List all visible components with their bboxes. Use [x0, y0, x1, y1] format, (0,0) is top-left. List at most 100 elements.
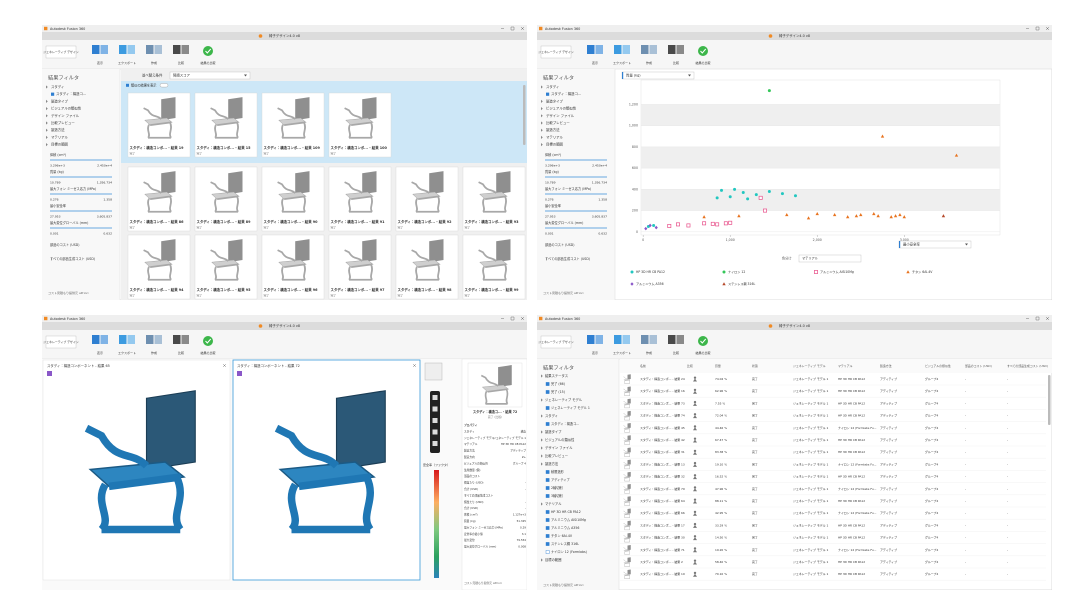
column-header[interactable]: ジェネレーティブ モデル — [793, 363, 826, 368]
tool-icon[interactable] — [173, 45, 181, 54]
data-point[interactable] — [906, 270, 910, 274]
filter-item[interactable]: ビジュアルの類似性 — [546, 106, 577, 111]
result-tile[interactable] — [395, 166, 459, 232]
label[interactable]: 比較 — [673, 350, 679, 355]
tool-icon[interactable] — [595, 45, 604, 54]
filter-item[interactable]: アルミニウム A356 — [551, 525, 579, 530]
label[interactable]: 結果の比較 — [695, 60, 710, 65]
result-tile[interactable] — [194, 234, 258, 300]
data-point[interactable] — [728, 195, 732, 199]
label[interactable]: マテリアル — [802, 256, 819, 261]
data-point[interactable] — [814, 270, 818, 274]
filter-item[interactable]: HP 3D HR CB PA12 — [551, 510, 581, 514]
result-tile[interactable] — [127, 92, 191, 158]
filter-item[interactable]: 比較プレビュー — [546, 120, 570, 125]
filter-item[interactable]: 3軸切削 — [551, 493, 563, 498]
data-point[interactable] — [720, 188, 724, 192]
tool-icon[interactable] — [146, 335, 154, 344]
label[interactable]: 表示 — [97, 350, 103, 355]
data-point[interactable] — [898, 213, 902, 217]
tile-name[interactable]: スタディ：構造コンポ... - 結果 95 — [197, 287, 252, 292]
tool-icon[interactable] — [622, 45, 631, 54]
result-tile[interactable] — [462, 166, 526, 232]
tool-icon[interactable] — [146, 45, 154, 54]
window-controls[interactable] — [1026, 26, 1050, 31]
tile-name[interactable]: スタディ：構造コンポ... - 結果 100 — [331, 145, 388, 150]
compare-icon[interactable] — [693, 486, 697, 492]
label[interactable]: 結果の比較 — [200, 350, 215, 355]
result-tile[interactable] — [261, 166, 325, 232]
nav-button[interactable] — [432, 418, 438, 423]
compare-icon[interactable] — [693, 510, 697, 516]
data-point[interactable] — [686, 223, 691, 228]
tool-icon[interactable] — [119, 45, 127, 54]
window-controls[interactable] — [501, 26, 525, 31]
label[interactable]: エクスポート — [613, 60, 631, 65]
filter-item[interactable]: デザイン ファイル — [546, 113, 575, 118]
tool-icon[interactable] — [181, 45, 190, 54]
filter-item[interactable]: スタディ：構造コ... — [551, 421, 579, 426]
label[interactable]: 作成 — [151, 60, 157, 65]
data-point[interactable] — [767, 189, 771, 193]
tool-icon[interactable] — [614, 45, 622, 54]
checkbox[interactable] — [545, 390, 550, 394]
tool-icon[interactable] — [154, 45, 163, 54]
filter-item[interactable]: デザイン ファイル — [51, 113, 80, 118]
data-point[interactable] — [872, 211, 876, 216]
label[interactable]: ジェネレーティブ デザイン — [43, 49, 79, 54]
filter-group[interactable]: ビジュアルの類似性 — [545, 437, 575, 442]
checkbox[interactable] — [545, 478, 550, 482]
data-point[interactable] — [733, 187, 737, 191]
checkbox[interactable] — [545, 470, 550, 474]
tile-name[interactable]: スタディ：構造コンポ... - 結果 97 — [331, 287, 386, 292]
tool-icon[interactable] — [127, 335, 136, 344]
filter-item[interactable]: マテリアル — [51, 134, 69, 139]
tool-icon[interactable] — [698, 46, 708, 56]
filter-item[interactable]: 完了 (15) — [551, 389, 565, 394]
label[interactable]: 作成 — [646, 350, 652, 355]
tool-icon[interactable] — [676, 335, 685, 344]
data-point[interactable] — [758, 195, 763, 200]
compare-icon[interactable] — [693, 461, 697, 467]
tool-icon[interactable] — [676, 45, 685, 54]
compare-icon[interactable] — [693, 547, 697, 553]
tool-icon[interactable] — [614, 335, 622, 344]
label[interactable]: エクスポート — [118, 350, 136, 355]
tile-name[interactable]: スタディ：構造コンポ... - 結果 86 — [130, 219, 185, 224]
compare-icon[interactable] — [693, 437, 697, 443]
compare-icon[interactable] — [693, 535, 697, 541]
filter-group[interactable]: 目標の範囲 — [545, 557, 562, 562]
label[interactable]: 結果の比較 — [695, 350, 710, 355]
tool-icon[interactable] — [203, 46, 213, 56]
nav-button[interactable] — [432, 441, 438, 446]
tool-icon[interactable] — [668, 45, 676, 54]
tile-name[interactable]: スタディ：構造コンポ... - 結果 90 — [264, 219, 319, 224]
compare-icon[interactable] — [693, 413, 697, 419]
data-point[interactable] — [902, 215, 906, 219]
label[interactable]: 比較 — [178, 350, 184, 355]
filter-group[interactable]: デザイン ファイル — [545, 445, 573, 450]
filter-group[interactable]: 製造タイプ — [545, 429, 562, 434]
filter-item[interactable]: スタディ — [546, 84, 559, 89]
data-point[interactable] — [746, 197, 750, 201]
nav-button[interactable] — [432, 395, 438, 400]
tool-icon[interactable] — [127, 45, 136, 54]
result-tile[interactable] — [462, 234, 526, 300]
result-tile[interactable] — [194, 166, 258, 232]
filter-group[interactable]: 製造方法 — [545, 461, 559, 466]
filter-item[interactable]: 製造タイプ — [546, 98, 564, 103]
data-point[interactable] — [806, 216, 811, 220]
data-point[interactable] — [667, 224, 672, 228]
tile-name[interactable]: スタディ：構造コンポ... - 結果 19 — [130, 145, 185, 150]
view-cube[interactable] — [424, 362, 443, 381]
toggle[interactable] — [159, 83, 169, 88]
data-point[interactable] — [710, 221, 715, 226]
compare-icon[interactable] — [693, 388, 697, 394]
filter-group[interactable]: マテリアル — [545, 501, 562, 506]
filter-group[interactable]: スタディ — [545, 413, 558, 418]
filter-item[interactable]: ジェネレーティブ モデル 1 — [551, 405, 590, 410]
scrollbar[interactable] — [1048, 375, 1051, 425]
label[interactable]: 降順スコア — [173, 73, 191, 78]
tool-icon[interactable] — [154, 335, 163, 344]
data-point[interactable] — [763, 208, 767, 213]
